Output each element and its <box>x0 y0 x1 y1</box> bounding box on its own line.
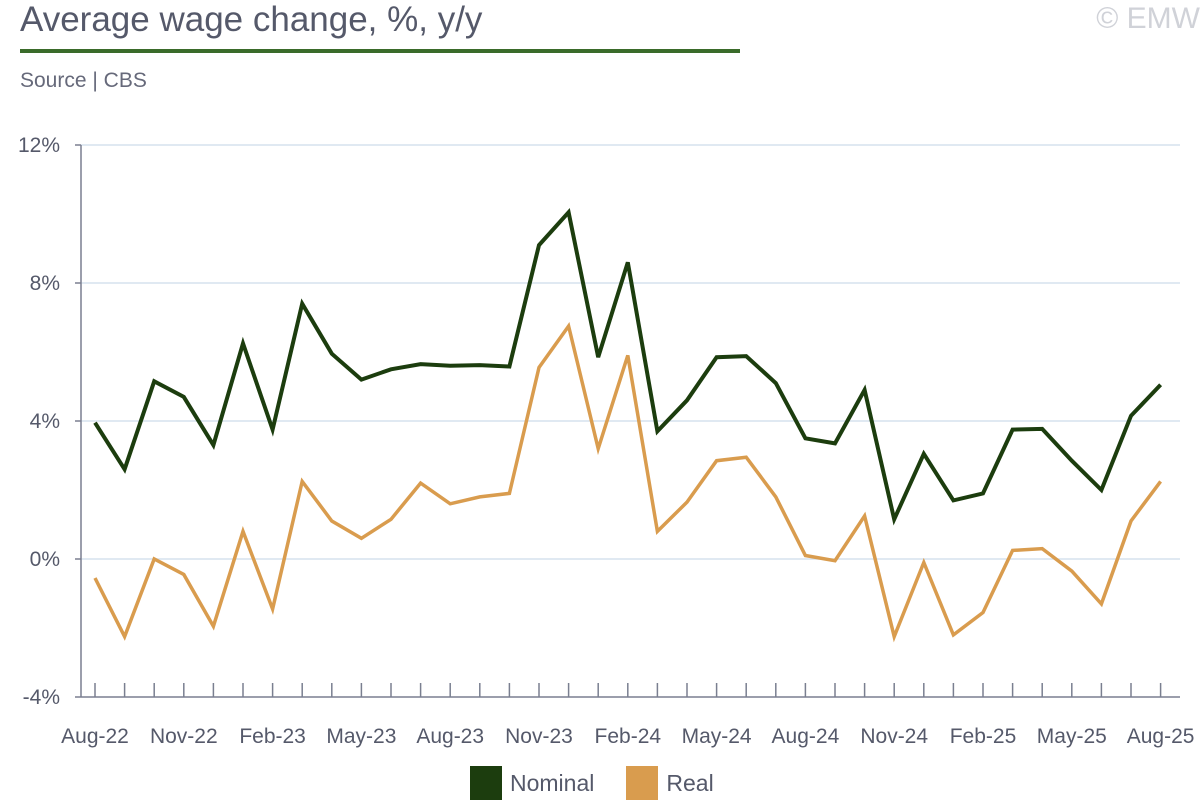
legend-swatch <box>470 766 502 800</box>
series-line-nominal <box>93 208 1163 526</box>
source-label: Source | CBS <box>20 69 147 92</box>
y-tick-label: 8% <box>30 272 60 295</box>
x-tick-label: Feb-24 <box>595 725 662 748</box>
legend-swatch <box>626 766 659 800</box>
x-tick-label: Nov-23 <box>505 725 573 748</box>
x-tick-label: Aug-24 <box>772 725 840 748</box>
y-axis-ticks: -4% 0% 4% 8% 12% <box>18 134 81 709</box>
copyright-watermark: © EMW <box>1096 2 1200 35</box>
x-axis-ticks: Aug-22 Nov-22 Feb-23 May-23 Aug-23 Nov-23 Feb-… <box>61 683 1194 748</box>
y-tick-label: -4% <box>23 686 60 709</box>
x-tick-label: Feb-25 <box>950 725 1017 748</box>
legend-label: Real <box>666 769 714 796</box>
y-tick-label: 12% <box>18 134 60 157</box>
x-tick-label: Nov-24 <box>860 725 928 748</box>
y-tick-label: 4% <box>30 410 60 433</box>
series-line-real <box>93 321 1163 643</box>
legend-item-real: Real <box>626 766 714 800</box>
x-tick-label: Aug-22 <box>61 725 129 748</box>
legend-item-nominal: Nominal <box>470 766 594 800</box>
x-tick-label: Aug-25 <box>1127 725 1195 748</box>
gridlines <box>81 144 1180 560</box>
x-tick-label: Feb-23 <box>239 725 306 748</box>
legend: Nominal Real <box>470 766 746 800</box>
x-tick-label: May-25 <box>1037 725 1107 748</box>
legend-label: Nominal <box>510 769 595 796</box>
x-tick-label: May-23 <box>326 725 396 748</box>
series-lines <box>93 208 1163 643</box>
x-tick-label: May-24 <box>682 725 752 748</box>
y-tick-label: 0% <box>30 548 60 571</box>
x-tick-label: Aug-23 <box>416 725 484 748</box>
chart-title: Average wage change, %, y/y <box>20 0 483 39</box>
title-underline <box>20 49 740 53</box>
x-tick-label: Nov-22 <box>150 725 218 748</box>
